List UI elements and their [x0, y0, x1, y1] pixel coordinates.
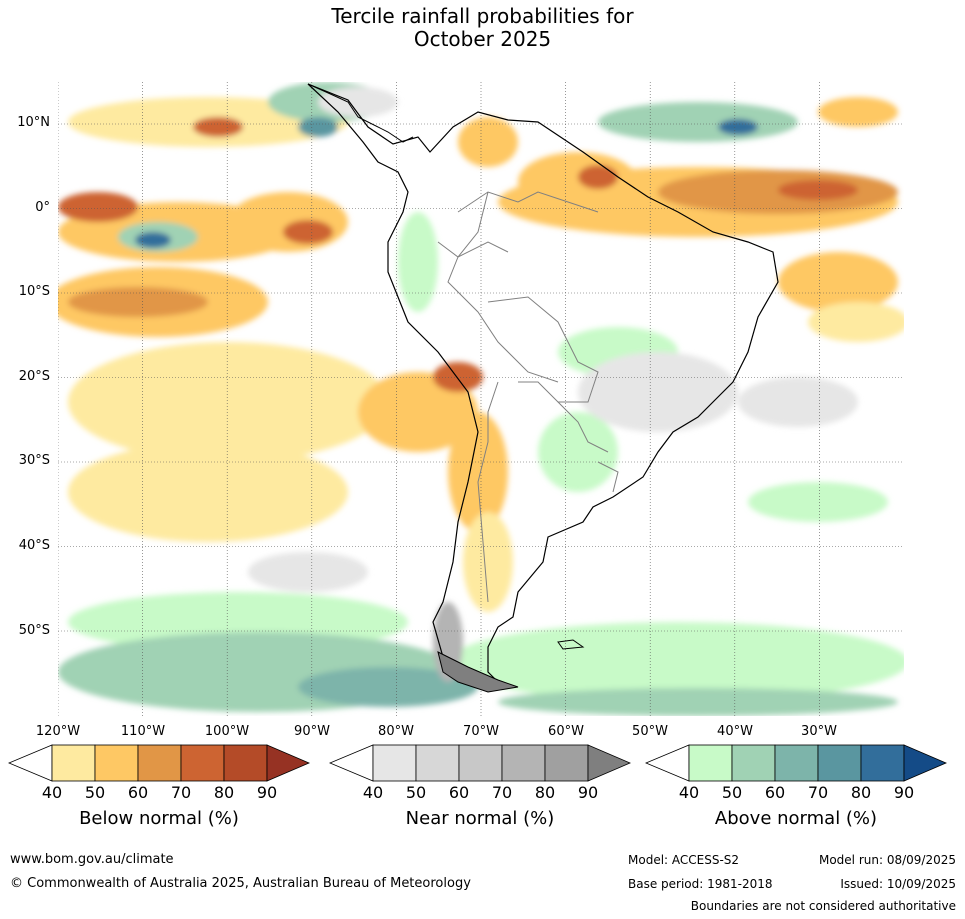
colorbar-segment: [903, 744, 947, 782]
colorbar-segment: [415, 744, 460, 782]
colorbar-below-title: Below normal (%): [79, 808, 239, 829]
colorbar-segment: [587, 744, 631, 782]
lat-label-50s: 50°S: [18, 623, 50, 638]
colorbar-segment: [501, 744, 546, 782]
lon-label-110w: 110°W: [120, 724, 166, 739]
colorbar-above-normal: [645, 744, 947, 782]
colorbar-segment: [774, 744, 819, 782]
lon-label-30w: 30°W: [801, 724, 837, 739]
disclaimer-text: Boundaries are not considered authoritat…: [690, 899, 956, 913]
colorbar-segment: [731, 744, 776, 782]
colorbar-segment: [51, 744, 96, 782]
south-america-coastline: [307, 83, 779, 684]
rainfall-probability-map: [58, 82, 904, 716]
lat-label-20s: 20°S: [18, 369, 50, 384]
cbar-above-tick: 90: [893, 783, 915, 802]
colorbar-segment: [860, 744, 905, 782]
lat-label-30s: 30°S: [18, 453, 50, 468]
colorbar-near-title: Near normal (%): [405, 808, 555, 829]
cbar-below-tick: 70: [170, 783, 192, 802]
cbar-near-tick: 60: [448, 783, 470, 802]
cbar-near-tick: 70: [491, 783, 513, 802]
graticule: [58, 82, 904, 716]
colorbar-below-normal: [8, 744, 310, 782]
cbar-near-tick: 50: [405, 783, 427, 802]
colorbar-segment: [8, 744, 53, 782]
colorbar-segment: [688, 744, 733, 782]
cbar-near-tick: 80: [534, 783, 556, 802]
cbar-near-tick: 90: [577, 783, 599, 802]
cbar-near-tick: 40: [362, 783, 384, 802]
central-america-coastline: [307, 83, 414, 143]
probability-fields: [58, 82, 904, 716]
cbar-above-tick: 70: [807, 783, 829, 802]
lon-label-100w: 100°W: [204, 724, 250, 739]
cbar-below-tick: 80: [213, 783, 235, 802]
colorbar-segment: [458, 744, 503, 782]
country-borders: [437, 191, 619, 603]
model-run-text: Model run: 08/09/2025: [818, 853, 956, 867]
colorbar-segment: [544, 744, 589, 782]
lon-label-90w: 90°W: [294, 724, 330, 739]
model-text: Model: ACCESS-S2: [628, 853, 740, 867]
lon-label-40w: 40°W: [717, 724, 753, 739]
colorbar-above-title: Above normal (%): [714, 808, 878, 829]
colorbar-segment: [137, 744, 182, 782]
colorbar-segment: [94, 744, 139, 782]
lon-label-50w: 50°W: [632, 724, 668, 739]
colorbar-near-normal: [329, 744, 631, 782]
chart-title-line2: October 2025: [413, 27, 552, 51]
colorbar-segment: [372, 744, 417, 782]
colorbar-segment: [817, 744, 862, 782]
lat-label-40s: 40°S: [18, 538, 50, 553]
chart-title-line1: Tercile rainfall probabilities for: [331, 4, 634, 28]
colorbar-segment: [329, 744, 374, 782]
copyright-text: © Commonwealth of Australia 2025, Austra…: [10, 876, 471, 891]
cbar-below-tick: 90: [256, 783, 278, 802]
lon-label-60w: 60°W: [548, 724, 584, 739]
cbar-above-tick: 40: [678, 783, 700, 802]
cbar-above-tick: 60: [764, 783, 786, 802]
cbar-below-tick: 40: [41, 783, 63, 802]
map-svg: [58, 82, 904, 716]
lat-label-10n: 10°N: [17, 115, 50, 130]
cbar-below-tick: 50: [84, 783, 106, 802]
cbar-below-tick: 60: [127, 783, 149, 802]
tierra-del-fuego: [437, 651, 519, 693]
cbar-above-tick: 50: [721, 783, 743, 802]
falkland-islands: [557, 639, 585, 650]
colorbar-segment: [180, 744, 225, 782]
lon-label-70w: 70°W: [463, 724, 499, 739]
lon-label-80w: 80°W: [378, 724, 414, 739]
lat-label-10s: 10°S: [18, 284, 50, 299]
website-text: www.bom.gov.au/climate: [10, 852, 174, 867]
colorbar-segment: [645, 744, 690, 782]
lon-label-120w: 120°W: [35, 724, 81, 739]
lat-label-0: 0°: [35, 200, 50, 215]
base-period-text: Base period: 1981-2018: [628, 877, 773, 891]
colorbar-segment: [266, 744, 310, 782]
colorbar-segment: [223, 744, 268, 782]
cbar-above-tick: 80: [850, 783, 872, 802]
issued-text: Issued: 10/09/2025: [840, 877, 956, 891]
